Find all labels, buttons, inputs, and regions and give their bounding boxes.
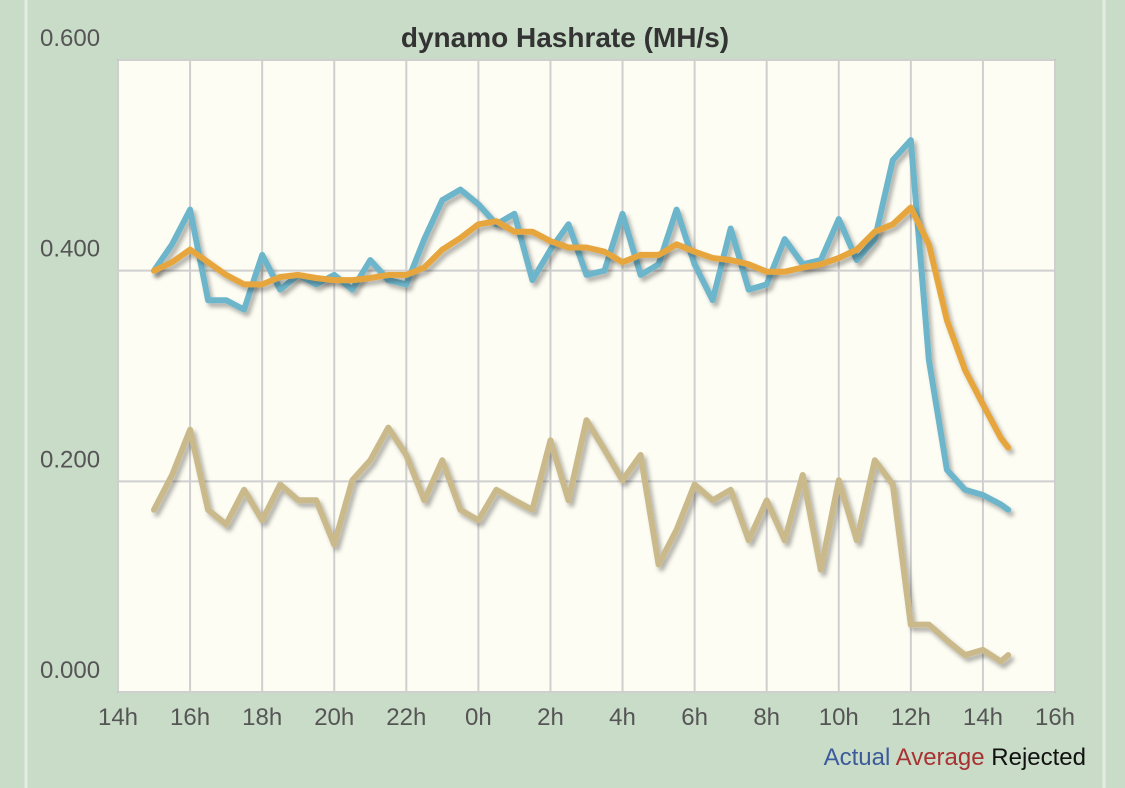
y-tick-label: 0.600 — [40, 25, 100, 52]
legend-entry: Average — [896, 744, 985, 771]
chart-title: dynamo Hashrate (MH/s) — [401, 22, 729, 53]
legend-entry: Actual — [824, 744, 891, 771]
y-tick-label: 0.000 — [40, 657, 100, 684]
x-tick-label: 16h — [170, 704, 210, 731]
x-tick-label: 6h — [681, 704, 708, 731]
x-tick-label: 14h — [963, 704, 1003, 731]
x-tick-label: 14h — [98, 704, 138, 731]
x-tick-label: 16h — [1035, 704, 1075, 731]
legend-entry: Rejected — [991, 744, 1086, 771]
series-line — [151, 417, 1012, 665]
lines — [151, 137, 1012, 665]
y-tick-label: 0.200 — [40, 446, 100, 473]
x-tick-label: 4h — [609, 704, 636, 731]
labels: 0.000 0.200 0.400 0.600 14h 16h 18h 20h 22h 0h 2h 4… — [40, 25, 1086, 771]
x-tick-label: 18h — [242, 704, 282, 731]
x-tick-label: 0h — [465, 704, 492, 731]
plot-area — [117, 59, 1056, 693]
y-tick-label: 0.400 — [40, 236, 100, 263]
x-tick-label: 22h — [386, 704, 426, 731]
x-tick-label: 8h — [753, 704, 780, 731]
x-tick-label: 2h — [537, 704, 564, 731]
x-tick-label: 12h — [891, 704, 931, 731]
legend: Actual Average Rejected — [824, 744, 1086, 771]
x-tick-label: 10h — [819, 704, 859, 731]
series-line — [151, 204, 1012, 451]
x-tick-label: 20h — [314, 704, 354, 731]
